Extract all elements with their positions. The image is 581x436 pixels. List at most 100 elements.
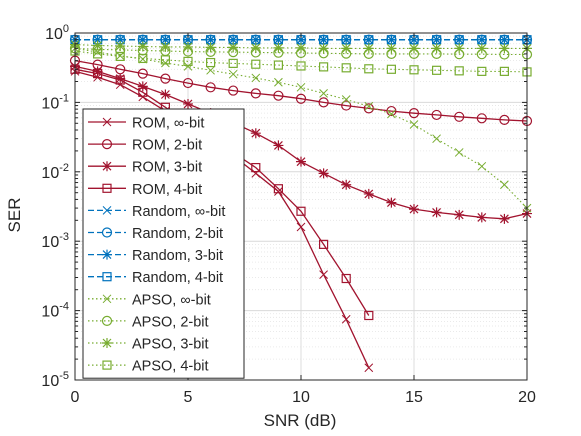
data-point xyxy=(341,63,351,73)
data-point xyxy=(182,77,194,89)
legend-marker xyxy=(102,183,112,193)
data-point xyxy=(251,162,261,173)
data-point xyxy=(274,77,283,87)
legend-label: APSO, 4-bit xyxy=(132,359,209,375)
data-point xyxy=(454,209,465,220)
data-point xyxy=(319,89,328,98)
legend-label: Random, ∞-bit xyxy=(132,204,225,220)
x-tick-label: 0 xyxy=(71,389,80,406)
axis-ticks: 0 5 10 15 20 10-5 10-4 10-3 10-2 10-1 100 xyxy=(41,23,536,406)
legend-marker xyxy=(101,315,113,326)
x-tick-label: 10 xyxy=(292,389,310,406)
data-point xyxy=(363,188,374,199)
data-point xyxy=(341,43,352,54)
x-tick-label: 20 xyxy=(518,389,536,406)
data-point xyxy=(273,184,283,194)
data-point xyxy=(499,213,510,224)
data-point xyxy=(499,34,510,45)
series-line xyxy=(74,59,528,122)
legend-marker xyxy=(101,227,113,238)
data-point xyxy=(183,56,193,66)
data-point xyxy=(476,113,487,124)
legend-item: ROM, 3-bit xyxy=(88,160,202,176)
data-point xyxy=(432,65,442,75)
data-point xyxy=(409,204,419,215)
legend-label: ROM, 3-bit xyxy=(132,160,202,176)
data-point xyxy=(206,65,215,75)
legend-label: Random, 2-bit xyxy=(132,226,223,242)
legend-marker xyxy=(101,139,113,150)
data-point xyxy=(319,239,329,249)
data-point xyxy=(364,64,374,74)
data-point xyxy=(386,197,397,208)
legend-item: Random, ∞-bit xyxy=(88,204,225,220)
data-point xyxy=(296,61,306,71)
y-tick-label: 10-2 xyxy=(41,162,69,182)
data-point xyxy=(454,34,465,45)
data-point xyxy=(454,66,464,76)
y-tick-label: 10-3 xyxy=(41,231,69,251)
data-point xyxy=(296,156,306,167)
y-tick-label: 10-4 xyxy=(41,301,69,321)
data-point xyxy=(115,73,126,84)
data-point xyxy=(499,66,509,76)
x-axis-label: SNR (dB) xyxy=(264,411,337,430)
data-point xyxy=(386,43,397,54)
x-tick-label: 5 xyxy=(184,389,193,406)
data-point xyxy=(499,114,510,125)
data-point xyxy=(500,180,509,190)
legend-label: ROM, 4-bit xyxy=(132,182,202,198)
data-point xyxy=(341,100,352,111)
data-point xyxy=(364,363,374,373)
data-point xyxy=(92,66,103,77)
data-point xyxy=(92,49,103,59)
data-point xyxy=(183,62,193,71)
legend-item: ROM, ∞-bit xyxy=(88,116,204,132)
series-line xyxy=(74,44,527,49)
data-point xyxy=(160,55,170,65)
data-point xyxy=(363,43,374,54)
data-point xyxy=(92,40,103,51)
data-point xyxy=(341,314,351,324)
data-point xyxy=(296,206,306,216)
data-point xyxy=(251,73,261,83)
y-tick-label: 10-5 xyxy=(41,370,69,390)
y-tick-label: 100 xyxy=(45,23,69,43)
data-point xyxy=(454,111,465,122)
data-point xyxy=(250,128,261,139)
data-point xyxy=(115,75,125,85)
data-point xyxy=(228,69,238,79)
data-point xyxy=(273,140,284,151)
legend-item: APSO, 4-bit xyxy=(88,359,209,375)
data-point xyxy=(138,53,148,64)
data-point xyxy=(408,108,420,119)
legend-item: APSO, 3-bit xyxy=(88,337,209,353)
y-tick-label: 10-1 xyxy=(41,92,69,112)
data-point xyxy=(92,69,103,79)
data-point xyxy=(273,90,284,101)
data-point xyxy=(206,57,216,68)
series-line xyxy=(74,47,527,56)
legend-item: Random, 3-bit xyxy=(88,248,223,264)
y-axis-label: SER xyxy=(5,198,24,233)
data-point xyxy=(387,109,396,119)
data-point xyxy=(228,85,239,96)
data-point xyxy=(341,179,352,190)
data-point xyxy=(318,168,329,179)
data-point xyxy=(318,97,329,108)
data-point xyxy=(115,51,125,61)
legend-label: Random, 3-bit xyxy=(132,248,223,264)
data-point xyxy=(432,134,441,144)
data-point xyxy=(228,58,238,68)
data-point xyxy=(296,82,306,92)
legend-marker xyxy=(102,272,112,282)
data-point xyxy=(319,62,329,72)
legend-marker xyxy=(102,206,112,215)
legend-item: APSO, 2-bit xyxy=(88,314,209,330)
data-point xyxy=(409,43,419,54)
legend-item: ROM, 2-bit xyxy=(88,138,202,154)
data-point xyxy=(409,65,419,75)
data-point xyxy=(499,43,510,54)
data-point xyxy=(137,41,148,52)
